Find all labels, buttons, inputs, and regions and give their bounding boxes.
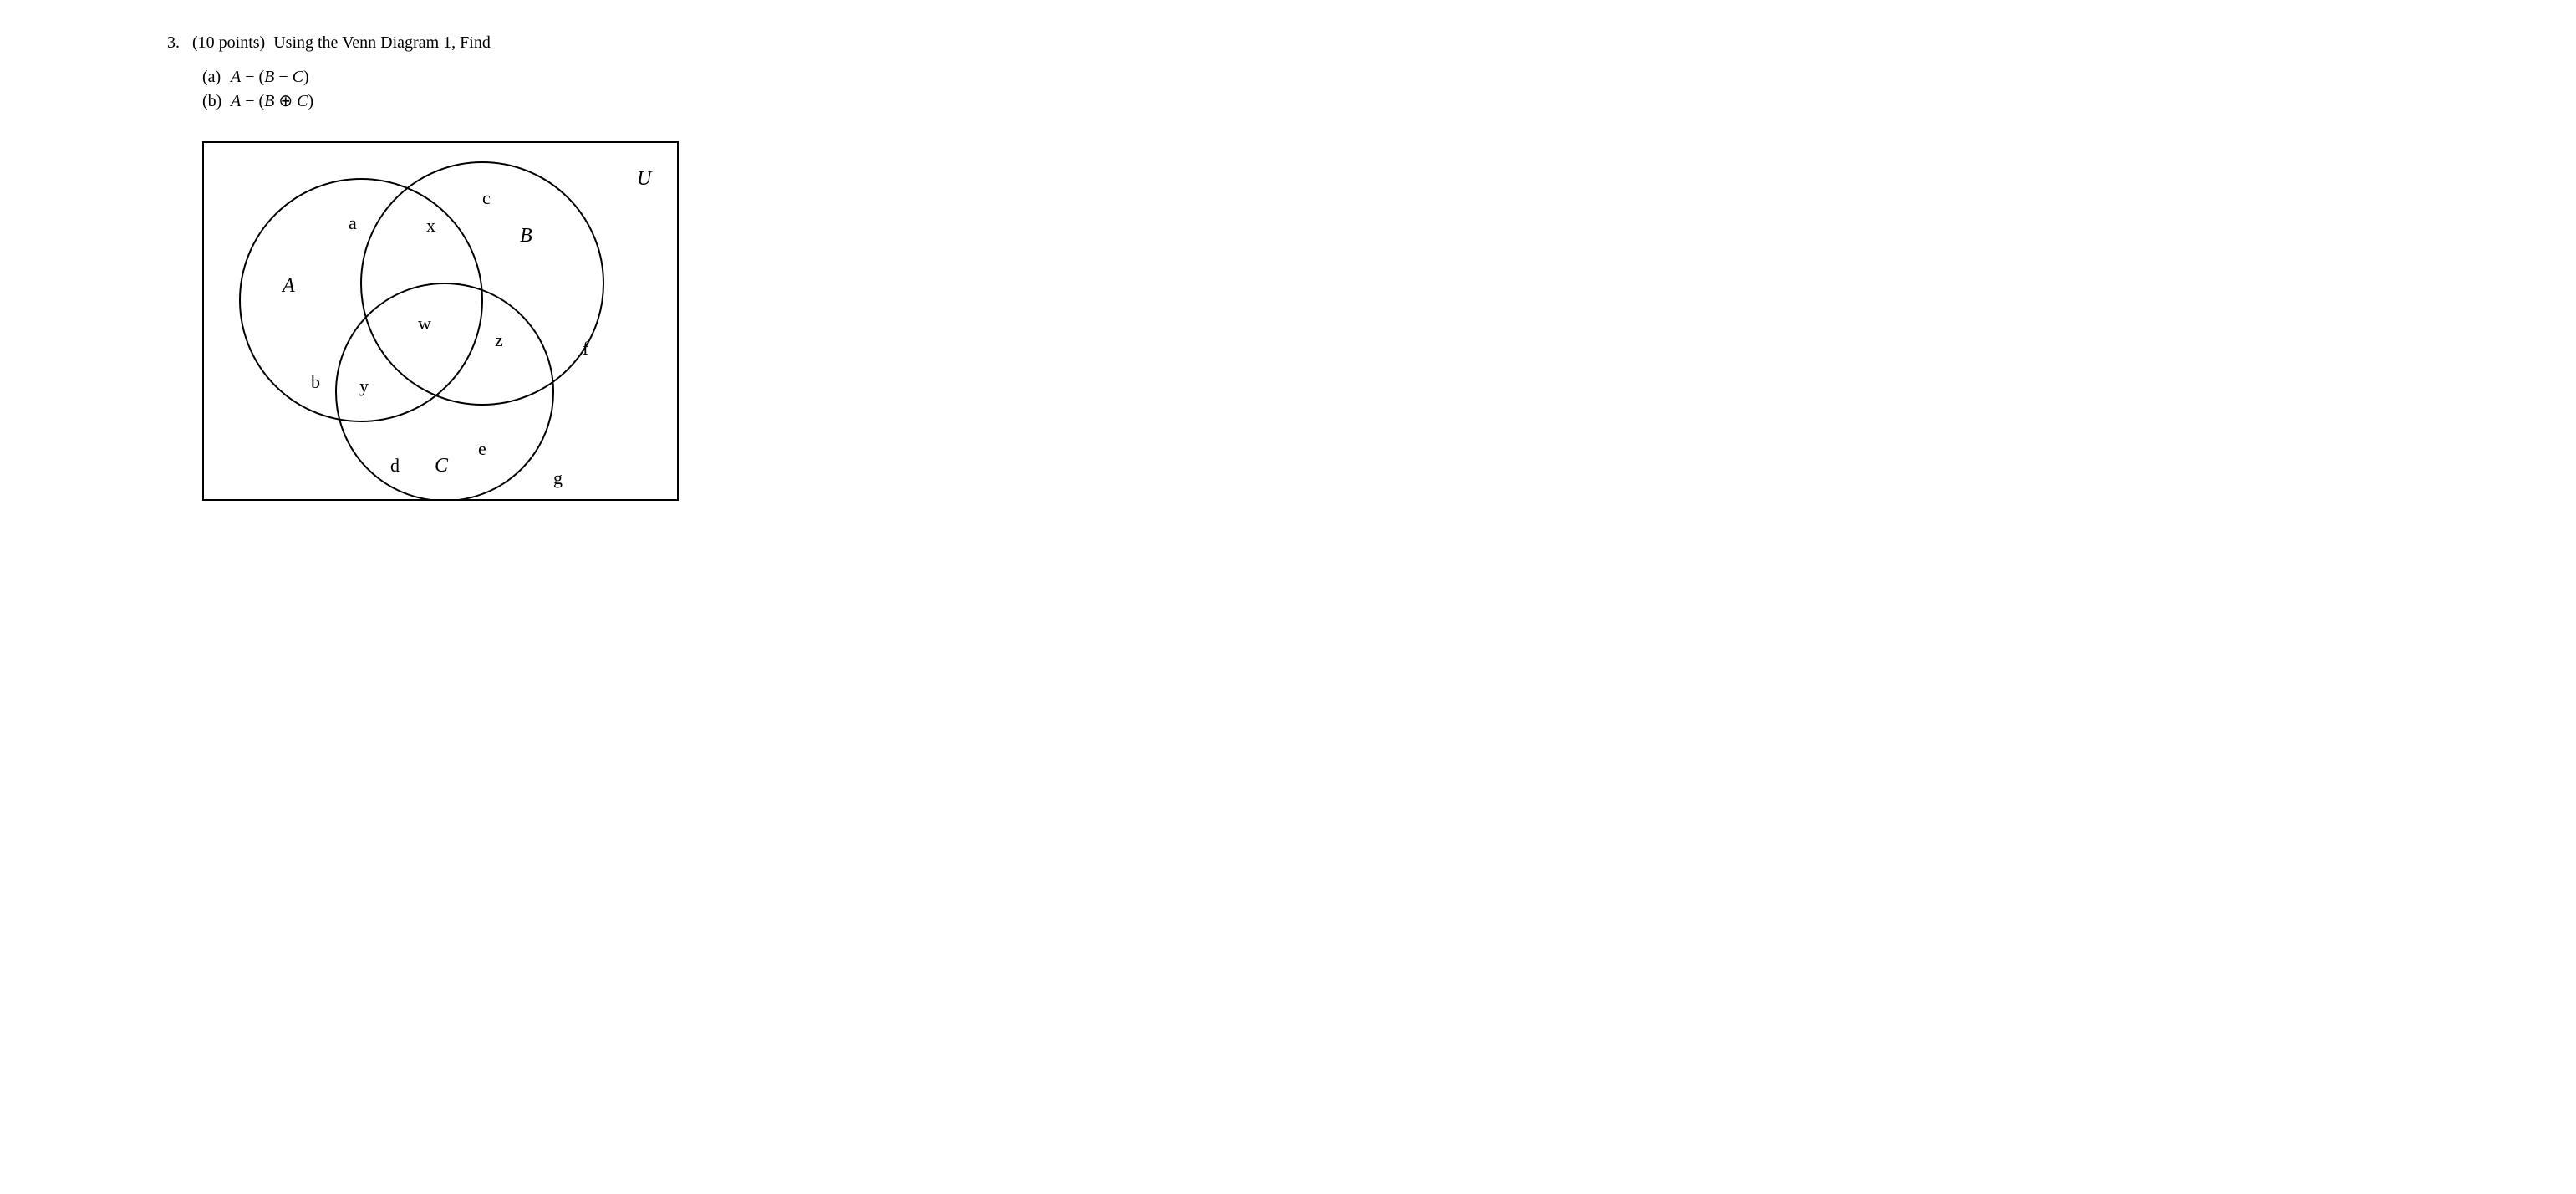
var-A: A: [231, 92, 241, 110]
region-label-e: e: [478, 438, 486, 459]
var-B: B: [264, 92, 274, 110]
op: − (: [241, 92, 264, 110]
region-label-f: f: [583, 338, 589, 359]
op2: ⊕: [274, 92, 297, 110]
subpart-label: (b): [202, 92, 231, 111]
var-C: C: [293, 68, 303, 86]
op2: −: [274, 68, 292, 86]
venn-diagram: A B C Ua b c d e f g x y z w: [202, 141, 2576, 501]
spacer: [265, 33, 273, 53]
region-label-g: g: [553, 467, 563, 488]
set-label-C: C: [435, 455, 449, 477]
subpart-expr: A − (B − C): [231, 68, 309, 87]
op: − (: [241, 68, 264, 86]
var-B: B: [264, 68, 274, 86]
subpart-label: (a): [202, 68, 231, 87]
universe-rect: [203, 142, 678, 500]
close: ): [303, 68, 309, 86]
var-C: C: [297, 92, 308, 110]
region-label-d: d: [390, 455, 400, 476]
subparts: (a) A − (B − C) (b) A − (B ⊕ C): [202, 68, 2576, 111]
var-A: A: [231, 68, 241, 86]
question-points: (10 points): [192, 33, 265, 53]
venn-svg: A B C Ua b c d e f g x y z w: [202, 141, 679, 501]
set-label-U: U: [637, 168, 653, 190]
set-label-A: A: [281, 275, 295, 297]
region-label-y: y: [359, 375, 369, 396]
close: ): [308, 92, 314, 110]
subpart-a: (a) A − (B − C): [202, 68, 2576, 87]
region-label-z: z: [495, 329, 503, 350]
region-label-c: c: [482, 187, 491, 208]
subpart-expr: A − (B ⊕ C): [231, 90, 313, 111]
question-line: 3. (10 points) Using the Venn Diagram 1,…: [167, 33, 2576, 53]
region-label-a: a: [349, 212, 357, 233]
region-label-w: w: [418, 313, 431, 334]
set-label-B: B: [520, 225, 532, 247]
question-number: 3.: [167, 33, 192, 53]
subpart-b: (b) A − (B ⊕ C): [202, 90, 2576, 111]
region-label-x: x: [426, 215, 435, 236]
region-label-b: b: [311, 371, 320, 392]
question-stem: Using the Venn Diagram 1, Find: [273, 33, 491, 53]
